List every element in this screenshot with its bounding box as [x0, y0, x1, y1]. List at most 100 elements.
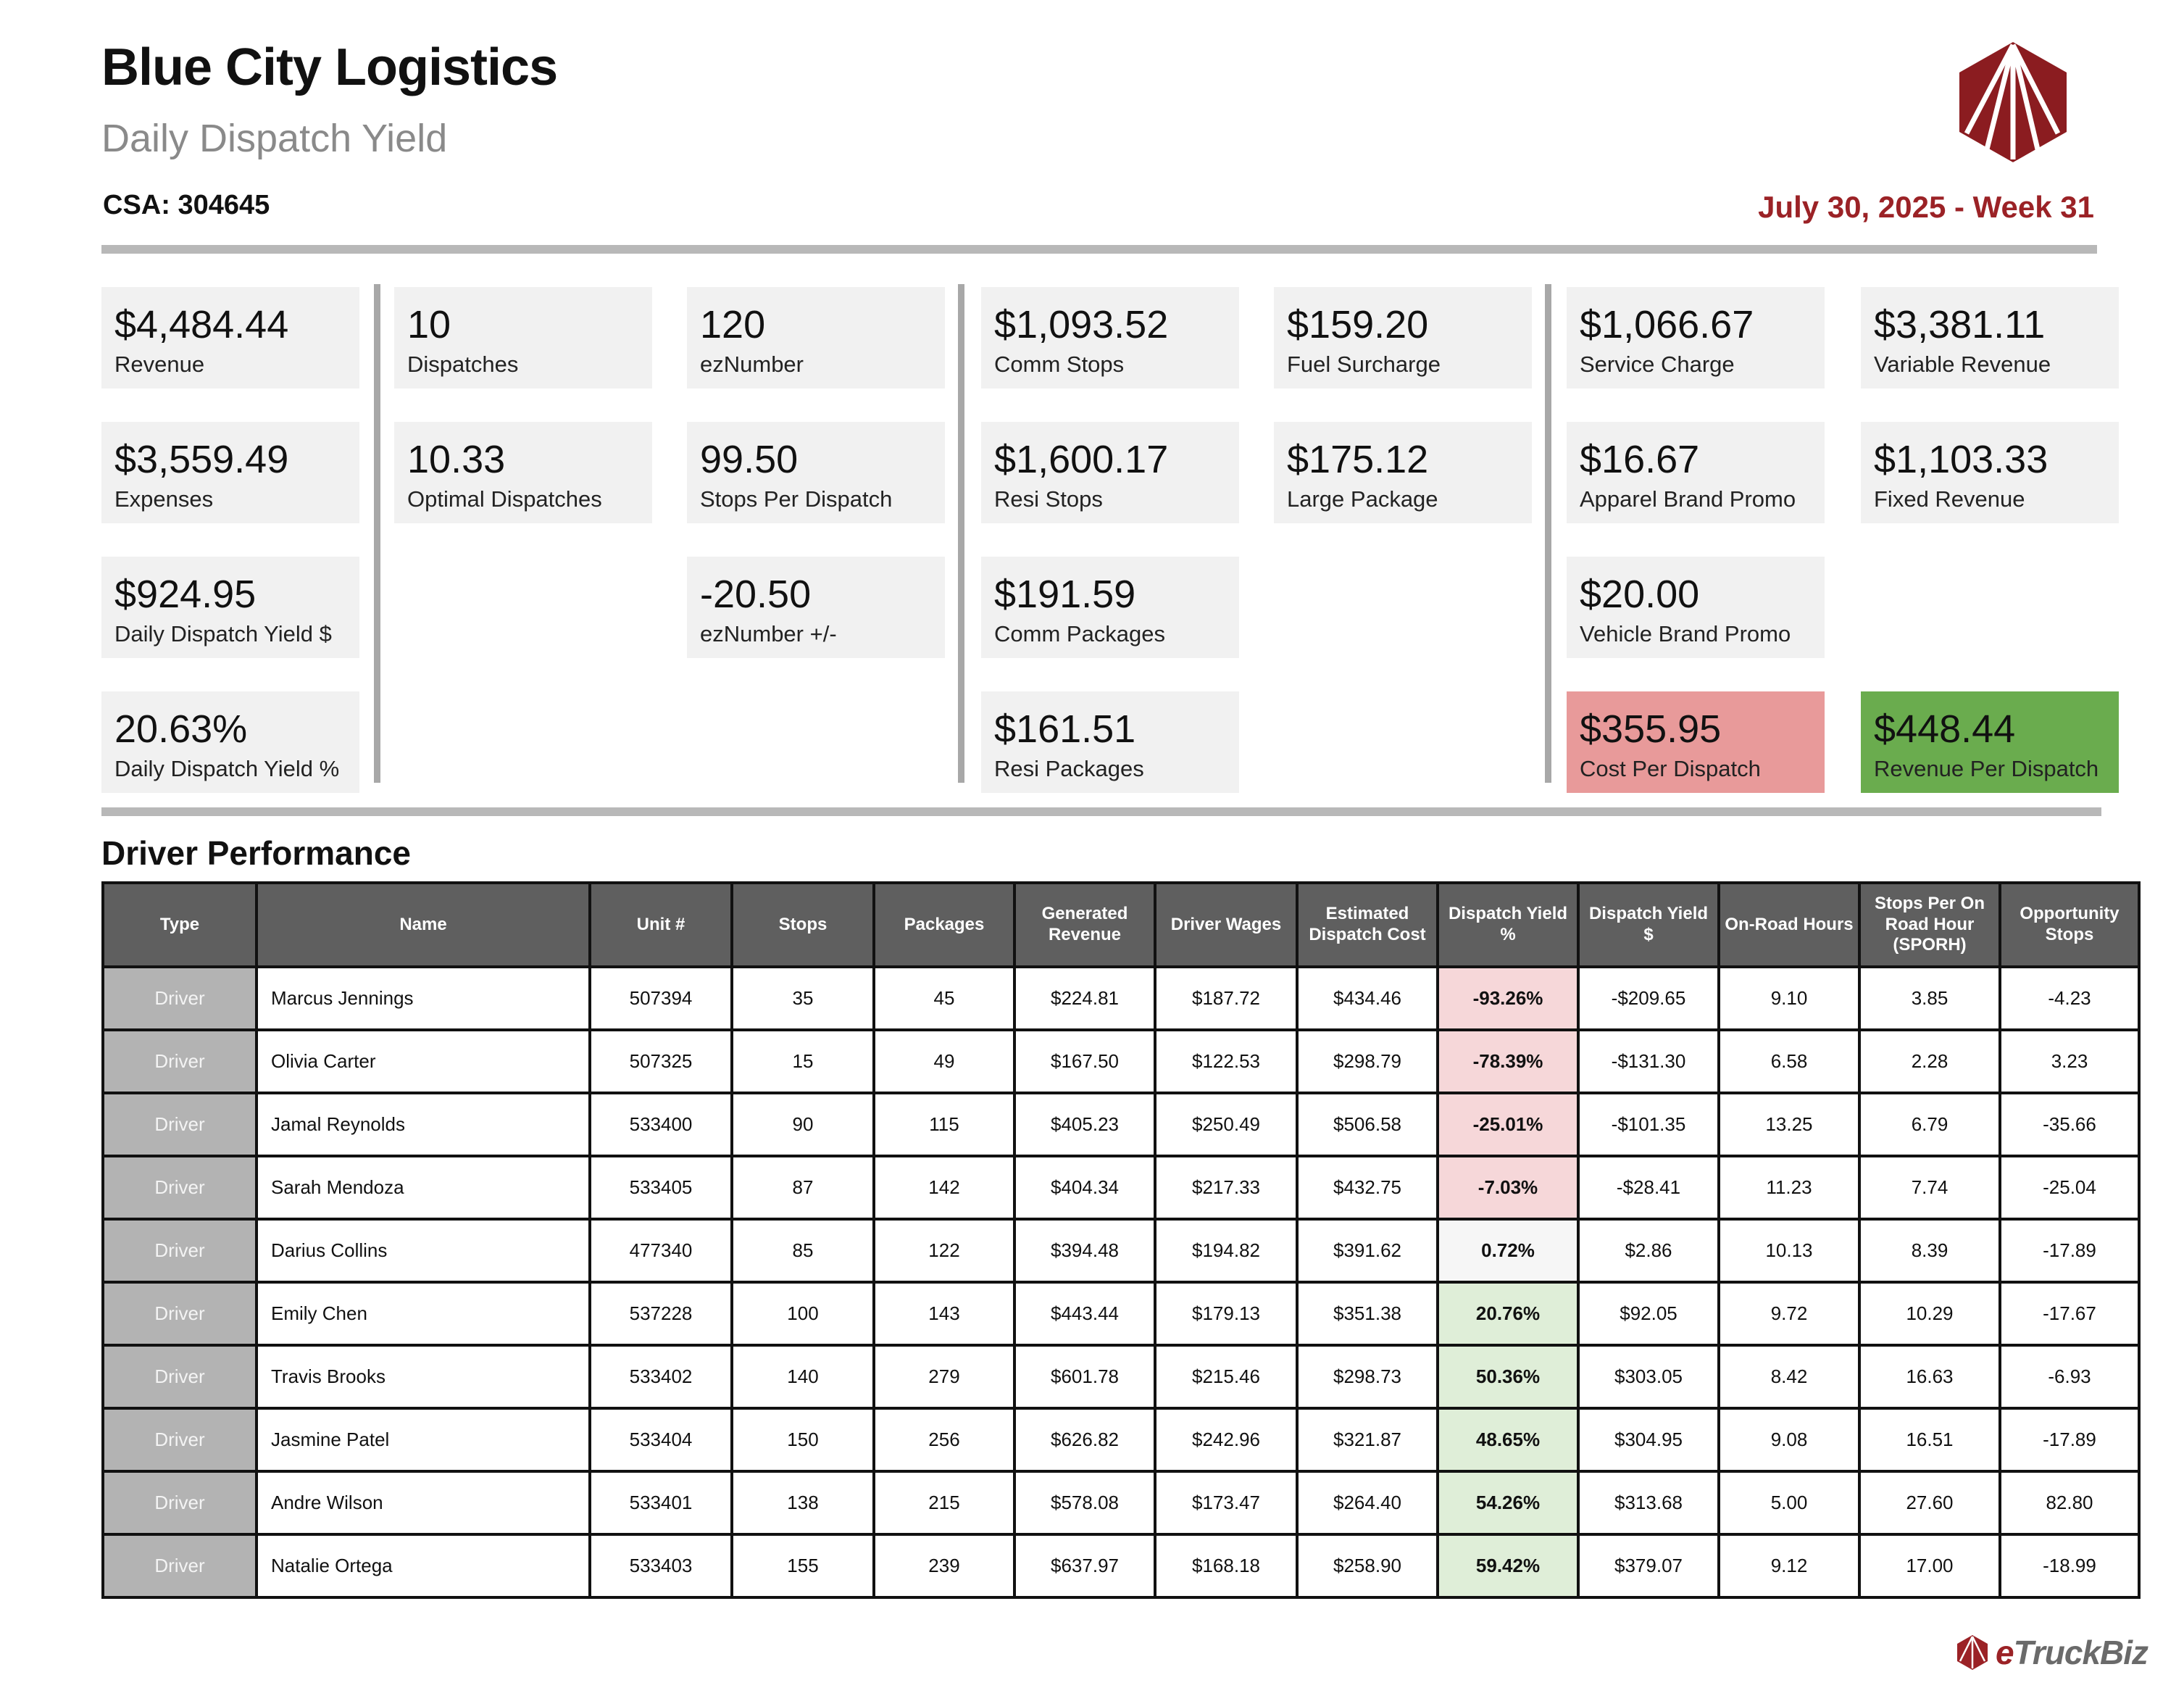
table-cell: 533401 — [588, 1470, 733, 1536]
kpi-value: 99.50 — [700, 438, 799, 481]
column-header: Driver Wages — [1154, 881, 1299, 968]
kpi-value: $159.20 — [1287, 303, 1429, 346]
table-cell: -35.66 — [1998, 1092, 2141, 1157]
table-cell: -18.99 — [1998, 1533, 2141, 1599]
kpi-label: Expenses — [114, 486, 214, 512]
kpi-label: Variable Revenue — [1874, 351, 2051, 377]
company-title: Blue City Logistics — [101, 38, 558, 96]
table-cell: 13.25 — [1717, 1092, 1861, 1157]
dispatch-yield-percent-cell: 54.26% — [1436, 1470, 1580, 1536]
kpi-label: Fixed Revenue — [1874, 486, 2025, 512]
kpi-label: ezNumber — [700, 351, 804, 377]
table-cell: -$28.41 — [1577, 1155, 1720, 1221]
table-cell: $443.44 — [1013, 1281, 1156, 1347]
type-cell: Driver — [101, 965, 258, 1031]
table-cell: 10.29 — [1858, 1281, 2001, 1347]
table-cell: 5.00 — [1717, 1470, 1861, 1536]
kpi-value: 120 — [700, 303, 766, 346]
table-cell: 533404 — [588, 1407, 733, 1473]
dispatch-yield-percent-cell: 0.72% — [1436, 1218, 1580, 1284]
table-cell: 3.85 — [1858, 965, 2001, 1031]
dispatch-yield-percent-cell: -93.26% — [1436, 965, 1580, 1031]
kpi-fixed-revenue: $1,103.33 Fixed Revenue — [1861, 422, 2119, 523]
column-header: Dispatch Yield % — [1436, 881, 1580, 968]
driver-name-cell: Travis Brooks — [255, 1344, 591, 1410]
column-header: Packages — [872, 881, 1016, 968]
table-cell: $2.86 — [1577, 1218, 1720, 1284]
table-cell: 8.42 — [1717, 1344, 1861, 1410]
section-divider — [101, 807, 2101, 816]
kpi-value: $448.44 — [1874, 707, 2016, 751]
kpi-label: Daily Dispatch Yield % — [114, 755, 340, 781]
brand-mark-icon — [1957, 1635, 1988, 1670]
table-cell: $405.23 — [1013, 1092, 1156, 1157]
table-cell: $434.46 — [1296, 965, 1439, 1031]
table-row: Driver Sarah Mendoza 533405 87 142 $404.34 $21… — [101, 1155, 2141, 1221]
table-cell: 533405 — [588, 1155, 733, 1221]
table-cell: 215 — [872, 1470, 1016, 1536]
table-cell: 279 — [872, 1344, 1016, 1410]
column-divider — [958, 284, 964, 783]
table-cell: 10.13 — [1717, 1218, 1861, 1284]
table-cell: $224.81 — [1013, 965, 1156, 1031]
type-cell: Driver — [101, 1344, 258, 1410]
table-row: Driver Jasmine Patel 533404 150 256 $626.82 $2… — [101, 1407, 2141, 1473]
table-cell: 27.60 — [1858, 1470, 2001, 1536]
table-cell: 7.74 — [1858, 1155, 2001, 1221]
kpi-label: Service Charge — [1580, 351, 1735, 377]
type-cell: Driver — [101, 1281, 258, 1347]
dispatch-yield-percent-cell: -7.03% — [1436, 1155, 1580, 1221]
table-cell: 9.12 — [1717, 1533, 1861, 1599]
kpi-daily-dispatch-yield-amount: $924.95 Daily Dispatch Yield $ — [101, 557, 359, 658]
dispatch-yield-percent-cell: -25.01% — [1436, 1092, 1580, 1157]
driver-name-cell: Emily Chen — [255, 1281, 591, 1347]
driver-name-cell: Darius Collins — [255, 1218, 591, 1284]
report-date: July 30, 2025 - Week 31 — [1758, 190, 2094, 224]
table-row: Driver Andre Wilson 533401 138 215 $578.08 $17… — [101, 1470, 2141, 1536]
kpi-daily-dispatch-yield-percent: 20.63% Daily Dispatch Yield % — [101, 691, 359, 793]
company-logo-icon — [1959, 42, 2067, 164]
table-cell: $179.13 — [1154, 1281, 1299, 1347]
kpi-optimal-dispatches: 10.33 Optimal Dispatches — [394, 422, 652, 523]
table-cell: -$101.35 — [1577, 1092, 1720, 1157]
table-cell: $626.82 — [1013, 1407, 1156, 1473]
driver-performance-table: Type Name Unit # Stops Packages Generate… — [101, 881, 2141, 1599]
kpi-value: $3,559.49 — [114, 438, 289, 481]
table-cell: 2.28 — [1858, 1028, 2001, 1094]
kpi-value: $1,103.33 — [1874, 438, 2048, 481]
table-cell: $217.33 — [1154, 1155, 1299, 1221]
kpi-comm-stops: $1,093.52 Comm Stops — [981, 287, 1239, 388]
table-cell: $506.58 — [1296, 1092, 1439, 1157]
kpi-label: Dispatches — [407, 351, 519, 377]
kpi-dispatches: 10 Dispatches — [394, 287, 652, 388]
column-header: Name — [255, 881, 591, 968]
brand-name-prefix: e — [1996, 1634, 2014, 1671]
kpi-value: 20.63% — [114, 707, 248, 751]
table-cell: 82.80 — [1998, 1470, 2141, 1536]
table-cell: 8.39 — [1858, 1218, 2001, 1284]
kpi-expenses: $3,559.49 Expenses — [101, 422, 359, 523]
csa-number: CSA: 304645 — [103, 190, 270, 220]
table-cell: $637.97 — [1013, 1533, 1156, 1599]
table-cell: $394.48 — [1013, 1218, 1156, 1284]
kpi-large-package: $175.12 Large Package — [1274, 422, 1532, 523]
table-cell: -17.89 — [1998, 1218, 2141, 1284]
table-row: Driver Travis Brooks 533402 140 279 $601.78 $2… — [101, 1344, 2141, 1410]
table-row: Driver Darius Collins 477340 85 122 $394.48 $1… — [101, 1218, 2141, 1284]
table-cell: 6.79 — [1858, 1092, 2001, 1157]
column-header: Generated Revenue — [1013, 881, 1156, 968]
type-cell: Driver — [101, 1092, 258, 1157]
kpi-label: Stops Per Dispatch — [700, 486, 893, 512]
kpi-label: Comm Packages — [994, 620, 1166, 646]
kpi-label: Daily Dispatch Yield $ — [114, 620, 332, 646]
kpi-label: Apparel Brand Promo — [1580, 486, 1796, 512]
dispatch-yield-percent-cell: 48.65% — [1436, 1407, 1580, 1473]
column-header: Dispatch Yield $ — [1577, 881, 1720, 968]
table-cell: $432.75 — [1296, 1155, 1439, 1221]
column-header: Stops — [730, 881, 875, 968]
kpi-comm-packages: $191.59 Comm Packages — [981, 557, 1239, 658]
table-cell: -25.04 — [1998, 1155, 2141, 1221]
table-cell: 15 — [730, 1028, 875, 1094]
table-cell: $215.46 — [1154, 1344, 1299, 1410]
table-cell: $250.49 — [1154, 1092, 1299, 1157]
